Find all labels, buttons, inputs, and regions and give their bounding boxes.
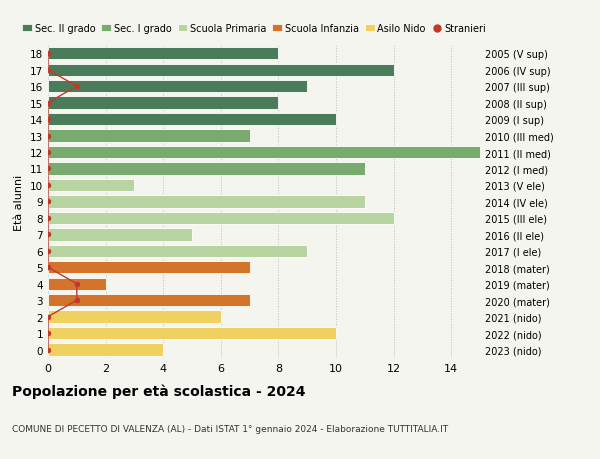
Bar (48, 179, 134, 192)
Bar (48, 130, 250, 142)
Bar (48, 327, 336, 340)
Y-axis label: Età alunni: Età alunni (14, 174, 25, 230)
Bar (48, 163, 365, 175)
Bar (48, 344, 163, 356)
Bar (48, 212, 394, 224)
Bar (48, 97, 278, 110)
Bar (48, 311, 221, 323)
Bar (48, 64, 394, 77)
Text: COMUNE DI PECETTO DI VALENZA (AL) - Dati ISTAT 1° gennaio 2024 - Elaborazione TU: COMUNE DI PECETTO DI VALENZA (AL) - Dati… (12, 425, 448, 433)
Bar (48, 114, 336, 126)
Text: Popolazione per età scolastica - 2024: Popolazione per età scolastica - 2024 (12, 383, 305, 398)
Bar (48, 229, 192, 241)
Bar (48, 196, 365, 208)
Bar (48, 48, 278, 60)
Bar (48, 262, 250, 274)
Bar (48, 278, 106, 290)
Bar (48, 81, 307, 93)
Bar (48, 146, 480, 159)
Bar (48, 245, 307, 257)
Legend: Sec. II grado, Sec. I grado, Scuola Primaria, Scuola Infanzia, Asilo Nido, Stran: Sec. II grado, Sec. I grado, Scuola Prim… (19, 20, 490, 38)
Bar (48, 294, 250, 307)
